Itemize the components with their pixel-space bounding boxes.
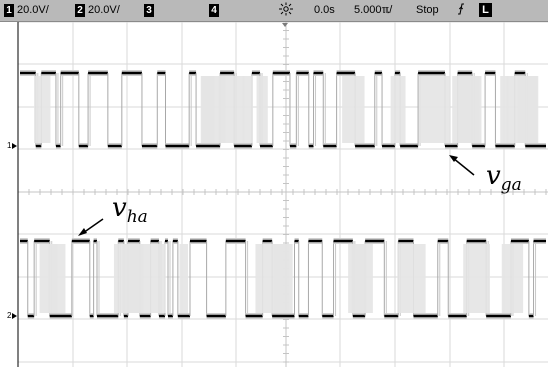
trace-vga <box>20 70 546 149</box>
sun-acquire-icon <box>278 2 294 20</box>
trigger-mode[interactable]: L <box>479 3 492 17</box>
time-scale: 5.000ℼ/ <box>354 4 393 16</box>
run-state[interactable]: Stop <box>416 4 439 16</box>
waveform-display: 1 2 <box>7 22 548 367</box>
ch1-indicator[interactable]: 1 <box>4 4 14 17</box>
svg-text:2: 2 <box>7 311 12 320</box>
trigger-edge-icon <box>456 2 466 20</box>
trigger-position-marker <box>282 23 288 27</box>
ch1-ground-marker[interactable]: 1 <box>7 141 17 150</box>
trace-label-vha: vha <box>112 193 148 227</box>
time-delay: 0.0s <box>314 4 335 16</box>
ch3-indicator[interactable]: 3 <box>144 4 154 17</box>
vha-annotation-arrow <box>78 218 104 236</box>
ch1-scale: 20.0V/ <box>17 4 49 16</box>
ch4-indicator[interactable]: 4 <box>209 4 219 17</box>
oscilloscope-status-bar: 1 20.0V/ 2 20.0V/ 3 4 0.0s 5.000ℼ/ Stop … <box>0 0 548 22</box>
ch2-ground-marker[interactable]: 2 <box>7 311 17 320</box>
ch2-indicator[interactable]: 2 <box>75 4 85 17</box>
vga-annotation-arrow <box>449 155 475 176</box>
svg-text:1: 1 <box>7 141 12 150</box>
ch2-scale: 20.0V/ <box>88 4 120 16</box>
trace-label-vga: vga <box>486 161 522 195</box>
trace-vha <box>20 238 546 319</box>
